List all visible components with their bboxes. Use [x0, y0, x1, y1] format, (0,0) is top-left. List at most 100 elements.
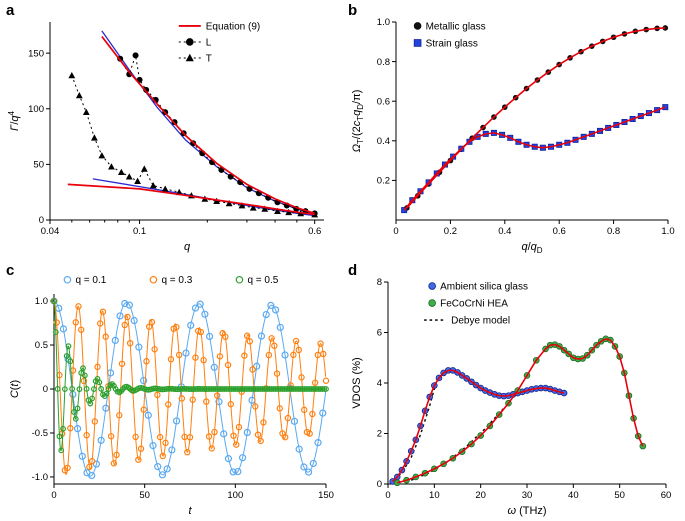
- svg-text:Debye model: Debye model: [451, 315, 510, 326]
- fit-line: [397, 337, 644, 484]
- svg-text:1.0: 1.0: [661, 226, 674, 237]
- y-axis-label: C(t): [9, 380, 21, 398]
- svg-text:FeCoCrNi HEA: FeCoCrNi HEA: [440, 298, 508, 309]
- svg-text:0.04: 0.04: [41, 226, 60, 237]
- series-debye-model-2: [410, 407, 505, 481]
- series-ambient-silica-glass: [389, 367, 568, 485]
- series-metallic-glass: [404, 25, 669, 211]
- svg-text:0.6: 0.6: [377, 96, 390, 107]
- series-fecocrni-hea: [393, 335, 647, 487]
- svg-text:150: 150: [28, 48, 44, 59]
- x-axis-label: t: [188, 505, 192, 517]
- legend-entry-1: L: [178, 37, 212, 48]
- svg-text:0.1: 0.1: [133, 226, 146, 237]
- svg-text:Strain glass: Strain glass: [426, 38, 478, 49]
- panel-label-a: a: [6, 2, 15, 19]
- series-q-0.5: [51, 298, 329, 454]
- series-equation9-L: [101, 35, 315, 215]
- svg-text:100: 100: [28, 104, 44, 115]
- svg-text:0: 0: [377, 479, 382, 490]
- panel-label-d: d: [348, 262, 358, 279]
- svg-text:0.2: 0.2: [377, 176, 390, 187]
- svg-text:0.8: 0.8: [377, 57, 390, 68]
- svg-text:50: 50: [614, 490, 625, 501]
- svg-text:-1.0: -1.0: [32, 472, 48, 483]
- axes: [387, 282, 666, 485]
- svg-text:Equation (9): Equation (9): [206, 21, 260, 32]
- svg-text:40: 40: [568, 490, 579, 501]
- svg-text:Ambient silica glass: Ambient silica glass: [440, 281, 528, 292]
- axes: [395, 22, 668, 221]
- panel-a: a 0.04 0.1 0.6 0 50 100 150 q Γ/q4 Equation (9) L T: [0, 0, 342, 260]
- panel-label-b: b: [348, 2, 358, 19]
- chart-d-svg: 0 10 20 30 40 50 60 0 2 4 6 8 ω (THz) VDOS (%) Ambient…: [351, 277, 671, 517]
- y-axis-label: Γ/q4: [7, 110, 21, 130]
- legend-entry-1: FeCoCrNi HEA: [428, 298, 508, 309]
- chart-c: 0 50 100 150 -1.0 -0.5 0 0.5 1.0 t C(t) q = 0.1 q = …: [9, 275, 334, 517]
- svg-text:0: 0: [51, 490, 56, 501]
- svg-text:20: 20: [475, 490, 486, 501]
- panel-b: b 0 0.2 0.4 0.6 0.8 1.0 0.2 0.4 0.6 0.8 1.0 q/qD ΩT/…: [342, 0, 685, 260]
- y-axis-label: VDOS (%): [351, 357, 363, 408]
- svg-text:1.0: 1.0: [35, 296, 48, 307]
- svg-text:2: 2: [377, 429, 382, 440]
- svg-text:10: 10: [429, 490, 440, 501]
- svg-text:q = 0.3: q = 0.3: [161, 275, 192, 286]
- svg-text:q = 0.5: q = 0.5: [247, 275, 278, 286]
- chart-c-svg: 0 50 100 150 -1.0 -0.5 0 0.5 1.0 t C(t) q = 0.1 q = …: [9, 275, 334, 517]
- panel-d: d 0 10 20 30 40 50 60 0 2 4 6 8 ω (THz) VDOS (%) Ambie…: [342, 260, 685, 521]
- svg-text:Metallic glass: Metallic glass: [426, 21, 486, 32]
- chart-a: 0.04 0.1 0.6 0 50 100 150 q Γ/q4 Equation (9) LT: [7, 21, 324, 253]
- panel-c: c 0 50 100 150 -1.0 -0.5 0 0.5 1.0 t C(t) q = 0.1 q …: [0, 260, 342, 521]
- svg-text:6: 6: [377, 328, 382, 339]
- chart-b-svg: 0 0.2 0.4 0.6 0.8 1.0 0.2 0.4 0.6 0.8 1.0 q/qD ΩT/(2…: [351, 17, 675, 254]
- x-axis-label: ω (THz): [507, 505, 546, 517]
- svg-text:q = 0.1: q = 0.1: [75, 275, 106, 286]
- legend-entry-2: q = 0.5: [235, 275, 279, 286]
- series-L-data: [117, 52, 318, 217]
- svg-text:0.2: 0.2: [444, 226, 457, 237]
- svg-text:0.4: 0.4: [498, 226, 511, 237]
- svg-text:0.4: 0.4: [377, 136, 390, 147]
- svg-text:1.0: 1.0: [377, 17, 390, 28]
- series-T-data: [68, 71, 319, 218]
- svg-text:T: T: [206, 53, 212, 64]
- fit-line: [406, 27, 666, 209]
- ticks: 0 0.2 0.4 0.6 0.8 1.0 0.2 0.4 0.6 0.8 1.0: [377, 17, 675, 237]
- series-q-0.3: [50, 297, 330, 476]
- fit-line: [392, 369, 565, 483]
- axes: [49, 22, 324, 221]
- svg-text:8: 8: [377, 277, 382, 288]
- ticks: 0 50 100 150 -1.0 -0.5 0 0.5 1.0: [32, 296, 334, 501]
- svg-text:150: 150: [318, 490, 334, 501]
- svg-text:50: 50: [33, 160, 44, 171]
- svg-text:0: 0: [43, 384, 48, 395]
- svg-text:0: 0: [385, 490, 390, 501]
- fit-line: [403, 106, 666, 211]
- legend-entry-2: Debye model: [424, 315, 510, 326]
- legend-entry-1: Strain glass: [413, 38, 478, 49]
- chart-a-svg: 0.04 0.1 0.6 0 50 100 150 q Γ/q4 Equation (9) LT: [7, 21, 324, 253]
- svg-text:0.5: 0.5: [35, 340, 48, 351]
- x-axis-label: q: [184, 241, 191, 253]
- svg-text:60: 60: [661, 490, 672, 501]
- x-axis-label: q/qD: [521, 241, 542, 254]
- legend-entry-0: Metallic glass: [413, 21, 486, 32]
- svg-text:0.8: 0.8: [607, 226, 620, 237]
- svg-text:50: 50: [139, 490, 150, 501]
- legend-entry-0: q = 0.1: [63, 275, 107, 286]
- legend-entry-0: Ambient silica glass: [428, 281, 528, 292]
- legend-entry-1: q = 0.3: [149, 275, 193, 286]
- svg-text:100: 100: [227, 490, 243, 501]
- ticks: 0 10 20 30 40 50 60 0 2 4 6 8: [377, 277, 672, 501]
- legend-entry-0: Equation (9): [178, 21, 260, 32]
- svg-text:-0.5: -0.5: [32, 428, 48, 439]
- ticks: 0.04 0.1 0.6 0 50 100 150: [28, 48, 321, 237]
- chart-d: 0 10 20 30 40 50 60 0 2 4 6 8 ω (THz) VDOS (%) Ambient…: [351, 277, 671, 517]
- svg-text:30: 30: [522, 490, 533, 501]
- panel-label-c: c: [6, 262, 15, 279]
- svg-text:0: 0: [393, 226, 398, 237]
- chart-b: 0 0.2 0.4 0.6 0.8 1.0 0.2 0.4 0.6 0.8 1.0 q/qD ΩT/(2…: [351, 17, 675, 254]
- svg-text:L: L: [206, 37, 212, 48]
